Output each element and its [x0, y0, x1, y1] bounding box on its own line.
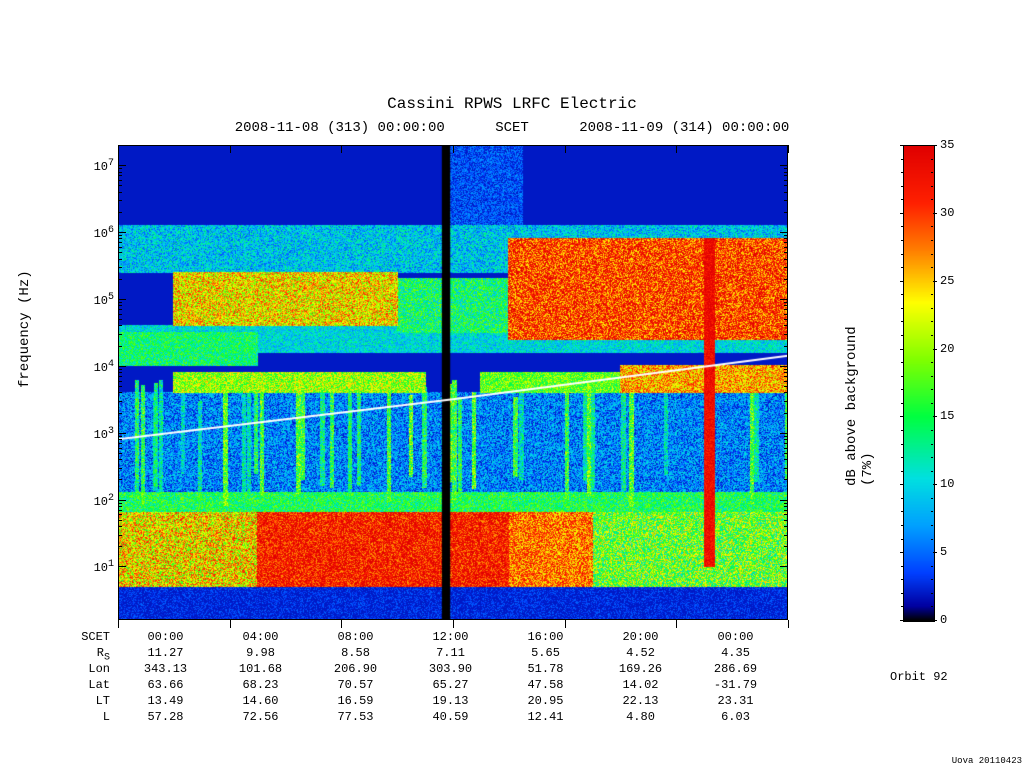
spectrogram-plot	[118, 145, 788, 620]
ephem-row-LT: LT13.4914.6016.5919.1320.9522.1323.31	[55, 694, 783, 710]
ephem-row-SCET: SCET00:0004:0008:0012:0016:0020:0000:00	[55, 630, 783, 646]
y-axis-label: frequency (Hz)	[17, 270, 33, 388]
colorbar	[903, 145, 935, 622]
subtitle-mid: SCET	[495, 120, 529, 136]
subtitle-end: 2008-11-09 (314) 00:00:00	[579, 120, 789, 136]
ephem-row-Lat: Lat63.6668.2370.5765.2747.5814.02-31.79	[55, 678, 783, 694]
chart-subtitle: 2008-11-08 (313) 00:00:00 SCET 2008-11-0…	[0, 120, 1024, 136]
subtitle-start: 2008-11-08 (313) 00:00:00	[235, 120, 445, 136]
ephem-row-Lon: Lon343.13101.68206.90303.9051.78169.2628…	[55, 662, 783, 678]
footer-text: Uova 20110423	[952, 756, 1022, 766]
plot-border	[118, 145, 788, 620]
chart-title: Cassini RPWS LRFC Electric	[0, 95, 1024, 113]
ephem-row-L: L57.2872.5677.5340.5912.414.806.03	[55, 710, 783, 726]
colorbar-label: dB above background (7%)	[844, 322, 876, 486]
orbit-text: Orbit 92	[890, 670, 948, 684]
ephem-row-R_S: RS11.279.988.587.115.654.524.35	[55, 646, 783, 662]
ephemeris-table: SCET00:0004:0008:0012:0016:0020:0000:00R…	[55, 630, 783, 726]
colorbar-canvas	[904, 146, 934, 621]
